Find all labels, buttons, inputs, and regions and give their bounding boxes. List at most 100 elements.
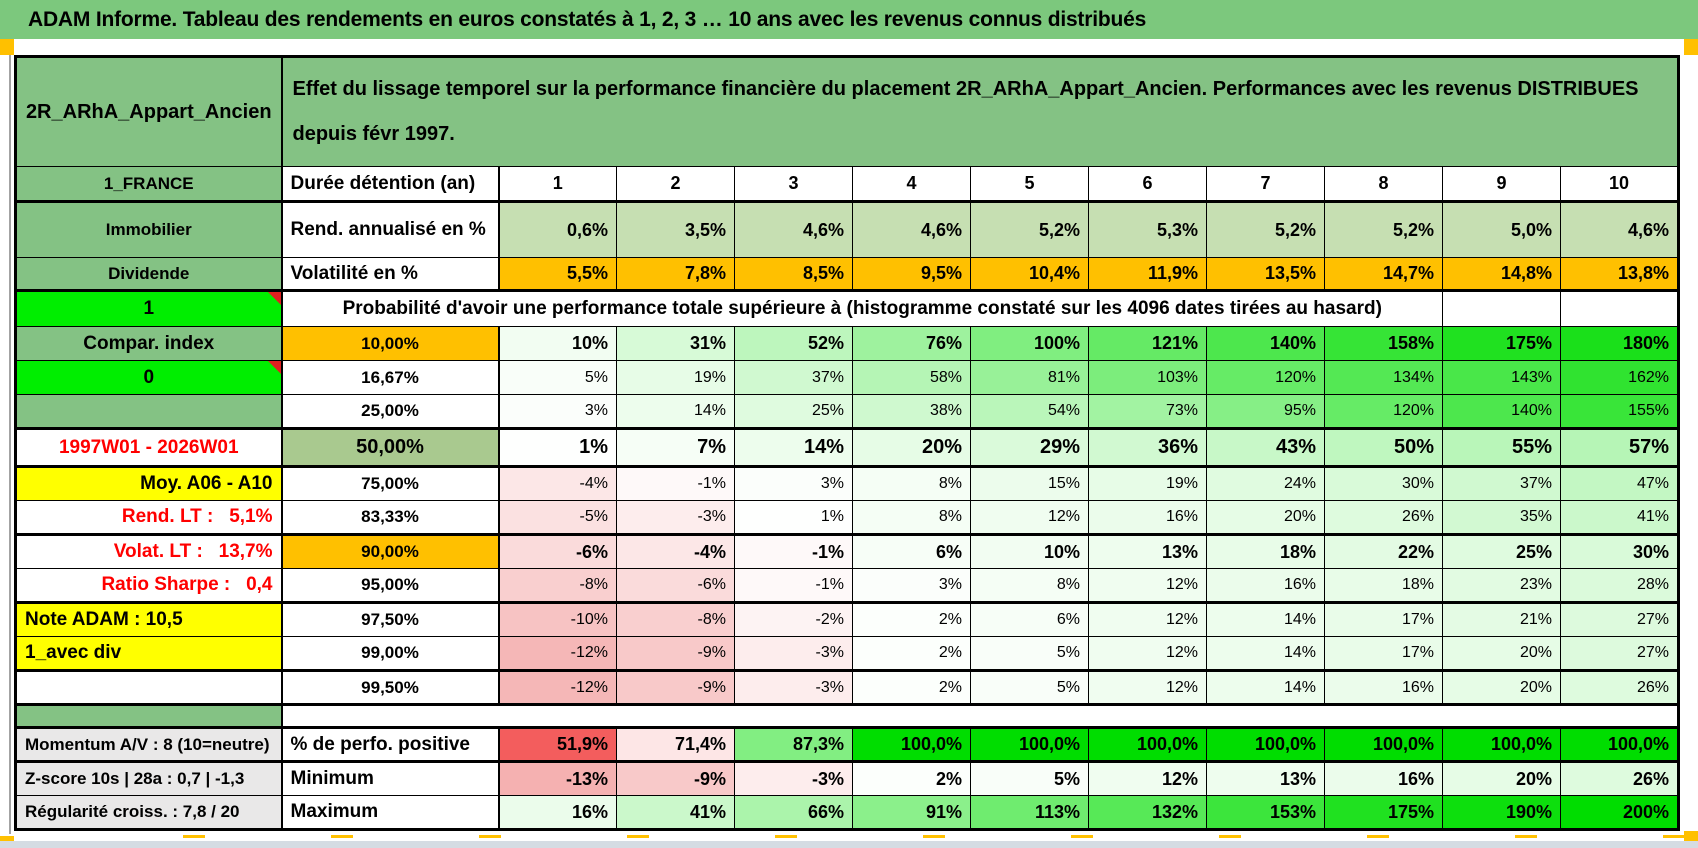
cell-value[interactable]: 12%	[1088, 761, 1207, 796]
cell-value[interactable]: 15%	[970, 466, 1089, 501]
cell-value[interactable]: 155%	[1560, 394, 1679, 429]
cell-value[interactable]: 5,2%	[970, 201, 1089, 258]
cell-threshold[interactable]: 95,00%	[280, 568, 499, 604]
cell-value[interactable]: 18%	[1324, 568, 1443, 604]
cell-left-label[interactable]: Régularité croiss. : 7,8 / 20	[15, 795, 283, 830]
cell-value[interactable]: 31%	[616, 326, 735, 361]
cell-empty[interactable]	[1560, 290, 1679, 327]
cell-value[interactable]: 5%	[970, 636, 1089, 672]
cell-value[interactable]: -8%	[616, 602, 735, 637]
cell-value[interactable]: 41%	[1560, 500, 1679, 535]
cell-threshold[interactable]: 25,00%	[280, 394, 499, 429]
cell-value[interactable]: 1%	[497, 427, 617, 468]
cell-value[interactable]: 12%	[1088, 636, 1207, 672]
cell-value[interactable]: 12%	[1088, 602, 1207, 637]
cell-value[interactable]: 55%	[1442, 427, 1561, 468]
cell-value[interactable]: -1%	[734, 533, 853, 569]
cell-value[interactable]: 134%	[1324, 360, 1443, 395]
cell-value[interactable]: 190%	[1442, 795, 1561, 830]
cell-value[interactable]: 30%	[1560, 533, 1679, 569]
cell-left-label[interactable]: Rend. LT : 5,1%	[15, 500, 283, 535]
cell-value[interactable]: 2%	[852, 670, 971, 706]
cell-value[interactable]: -3%	[734, 636, 853, 672]
cell-value[interactable]: 12%	[1088, 568, 1207, 604]
cell-left-label[interactable]: 0	[15, 360, 283, 395]
cell-value[interactable]: 140%	[1206, 326, 1325, 361]
cell-value[interactable]: 30%	[1324, 466, 1443, 501]
cell-value[interactable]: 13,8%	[1560, 257, 1679, 292]
cell-value[interactable]: -9%	[616, 636, 735, 672]
cell-value[interactable]: 5,5%	[497, 257, 617, 292]
cell-value[interactable]: 5,2%	[1324, 201, 1443, 258]
cell-value[interactable]: -13%	[497, 761, 617, 796]
cell-value[interactable]: -1%	[616, 466, 735, 501]
cell-value[interactable]: 36%	[1088, 427, 1207, 468]
cell-value[interactable]: 81%	[970, 360, 1089, 395]
cell-year-header[interactable]: 9	[1442, 166, 1561, 203]
cell-header-note[interactable]: Effet du lissage temporel sur la perform…	[280, 56, 1679, 167]
cell-value[interactable]: 16%	[1206, 568, 1325, 604]
cell-value[interactable]: 14%	[1206, 602, 1325, 637]
cell-value[interactable]: 16%	[1324, 761, 1443, 796]
cell-value[interactable]: 18%	[1206, 533, 1325, 569]
cell-left-label[interactable]: Dividende	[15, 257, 283, 292]
cell-region[interactable]: 1_FRANCE	[15, 166, 283, 203]
cell-value[interactable]: 120%	[1324, 394, 1443, 429]
cell-value[interactable]: 38%	[852, 394, 971, 429]
cell-value[interactable]: 4,6%	[1560, 201, 1679, 258]
cell-value[interactable]: 16%	[1324, 670, 1443, 706]
cell-value[interactable]: 180%	[1560, 326, 1679, 361]
cell-value[interactable]: 24%	[1206, 466, 1325, 501]
cell-probability-header[interactable]: Probabilité d'avoir une performance tota…	[280, 290, 1443, 327]
cell-value[interactable]: 95%	[1206, 394, 1325, 429]
cell-value[interactable]: 5%	[970, 670, 1089, 706]
cell-value[interactable]: 5,2%	[1206, 201, 1325, 258]
cell-value[interactable]: 13%	[1088, 533, 1207, 569]
cell-value[interactable]: 71,4%	[616, 726, 735, 763]
cell-value[interactable]: 57%	[1560, 427, 1679, 468]
cell-value[interactable]: -4%	[497, 466, 617, 501]
cell-threshold[interactable]: 97,50%	[280, 602, 499, 637]
cell-year-header[interactable]: 1	[497, 166, 617, 203]
cell-value[interactable]: 0,6%	[497, 201, 617, 258]
cell-value[interactable]: 8,5%	[734, 257, 853, 292]
cell-value[interactable]: 20%	[1206, 500, 1325, 535]
cell-value[interactable]: 9,5%	[852, 257, 971, 292]
cell-value[interactable]: 91%	[852, 795, 971, 830]
cell-value[interactable]: 14,8%	[1442, 257, 1561, 292]
cell-value[interactable]: -12%	[497, 670, 617, 706]
cell-value[interactable]: 26%	[1324, 500, 1443, 535]
cell-value[interactable]: -8%	[497, 568, 617, 604]
cell-value[interactable]: -2%	[734, 602, 853, 637]
cell-value[interactable]: -6%	[616, 568, 735, 604]
cell-value[interactable]: 47%	[1560, 466, 1679, 501]
cell-value[interactable]: 12%	[1088, 670, 1207, 706]
cell-value[interactable]: 14%	[734, 427, 853, 468]
cell-value[interactable]: -3%	[734, 761, 853, 796]
cell-value[interactable]: 6%	[970, 602, 1089, 637]
cell-value[interactable]: 37%	[734, 360, 853, 395]
cell-value[interactable]: 3%	[497, 394, 617, 429]
cell-value[interactable]: -12%	[497, 636, 617, 672]
cell-value[interactable]: 5,3%	[1088, 201, 1207, 258]
cell-threshold[interactable]: 83,33%	[280, 500, 499, 535]
cell-value[interactable]: 8%	[852, 500, 971, 535]
cell-left-label[interactable]: Compar. index	[15, 326, 283, 361]
cell-value[interactable]: 14%	[1206, 636, 1325, 672]
cell-value[interactable]: 11,9%	[1088, 257, 1207, 292]
cell-value[interactable]: 10%	[970, 533, 1089, 569]
cell-year-header[interactable]: 7	[1206, 166, 1325, 203]
cell-value[interactable]: 73%	[1088, 394, 1207, 429]
cell-left-label[interactable]: 1997W01 - 2026W01	[15, 427, 283, 468]
cell-left-label[interactable]: Z-score 10s | 28a : 0,7 | -1,3	[15, 761, 283, 796]
cell-value[interactable]: 20%	[852, 427, 971, 468]
cell-left-label[interactable]	[15, 394, 283, 429]
cell-threshold[interactable]: 75,00%	[280, 466, 499, 501]
cell-value[interactable]: 16%	[497, 795, 617, 830]
cell-value[interactable]: 52%	[734, 326, 853, 361]
cell-year-header[interactable]: 2	[616, 166, 735, 203]
cell-year-header[interactable]: 8	[1324, 166, 1443, 203]
cell-value[interactable]: 27%	[1560, 636, 1679, 672]
cell-value[interactable]: -6%	[497, 533, 617, 569]
cell-value[interactable]: 26%	[1560, 761, 1679, 796]
